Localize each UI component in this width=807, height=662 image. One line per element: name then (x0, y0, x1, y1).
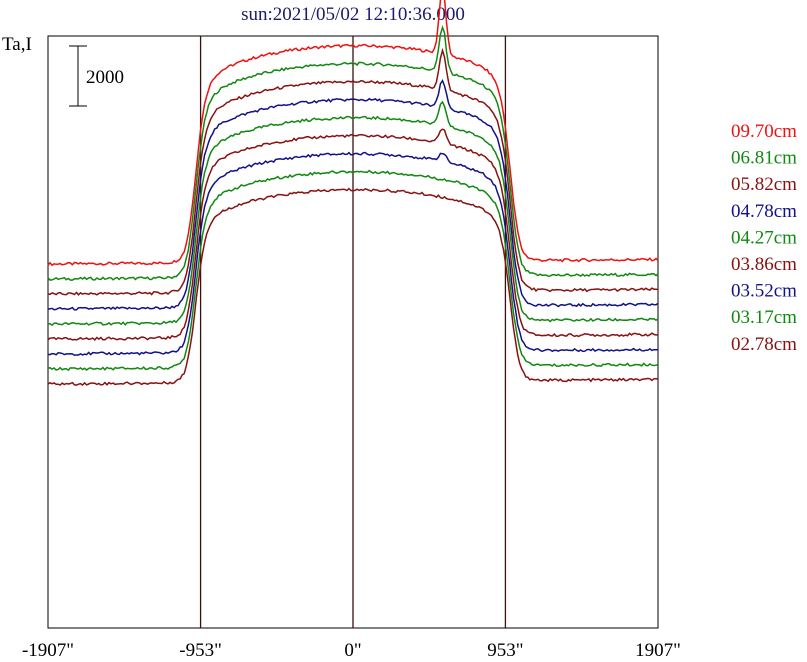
series-line-05.82cm (47, 47, 659, 296)
series-line-03.52cm (47, 151, 659, 356)
legend-entry-03.86cm: 03.86cm (731, 254, 797, 275)
legend-entry-02.78cm: 02.78cm (731, 334, 797, 355)
series-line-06.81cm (47, 25, 659, 281)
series-line-09.70cm (47, 0, 659, 267)
legend-entry-04.78cm: 04.78cm (731, 201, 797, 222)
legend-entry-03.17cm: 03.17cm (731, 307, 797, 328)
scale-bar: 2000 (69, 45, 124, 107)
scale-bar-label: 2000 (86, 67, 124, 88)
series-line-04.27cm (47, 100, 659, 327)
legend-entry-04.27cm: 04.27cm (731, 227, 797, 248)
legend-entry-06.81cm: 06.81cm (731, 148, 797, 169)
series-line-03.86cm (47, 128, 659, 341)
x-tick-label-1: -953" (179, 640, 222, 661)
x-tick-label-0: -1907" (22, 640, 74, 661)
legend-entry-05.82cm: 05.82cm (731, 174, 797, 195)
legend-entry-03.52cm: 03.52cm (731, 281, 797, 302)
series-line-04.78cm (47, 78, 659, 311)
y-axis-label: Ta,I (2, 34, 32, 55)
chart-title: sun:2021/05/02 12:10:36.000 (241, 4, 465, 25)
x-tick-label-2: 0" (344, 640, 361, 661)
legend-entry-09.70cm: 09.70cm (731, 121, 797, 142)
series-line-03.17cm (47, 169, 659, 372)
x-tick-label-4: 1907" (635, 640, 681, 661)
x-tick-label-3: 953" (487, 640, 523, 661)
series-line-02.78cm (47, 187, 659, 386)
